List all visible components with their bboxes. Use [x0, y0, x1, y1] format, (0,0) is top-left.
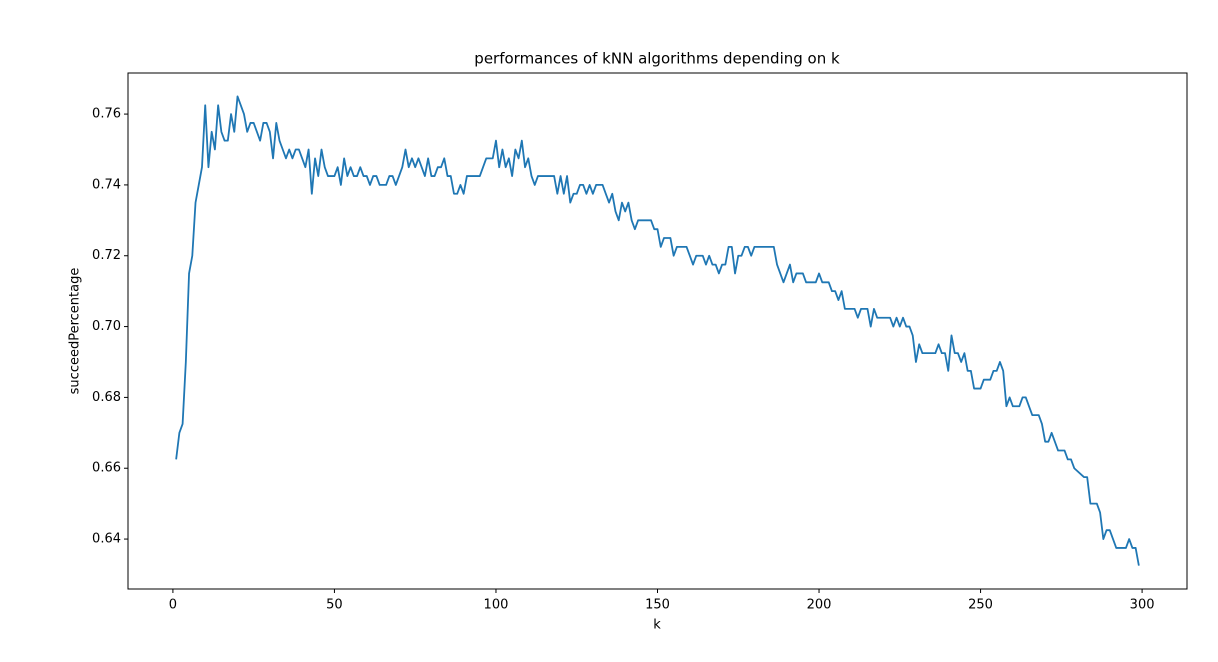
y-tick-label: 0.70 — [92, 319, 121, 334]
y-tick-label: 0.68 — [92, 390, 121, 405]
x-tick-label: 50 — [326, 598, 343, 613]
x-tick-label: 0 — [169, 598, 177, 613]
y-axis-label: succeedPercentage — [68, 268, 83, 395]
x-tick-label: 100 — [484, 598, 509, 613]
x-axis-label: k — [653, 618, 661, 633]
x-tick-label: 150 — [645, 598, 670, 613]
x-tick-label: 300 — [1130, 598, 1155, 613]
x-tick-label: 200 — [807, 598, 832, 613]
y-tick-label: 0.72 — [92, 248, 121, 263]
data-line — [175, 95, 1140, 566]
y-tick-label: 0.64 — [92, 532, 121, 547]
y-tick-label: 0.66 — [92, 461, 121, 476]
plot-frame — [127, 72, 1188, 590]
y-tick-label: 0.76 — [92, 107, 121, 122]
y-tick-label: 0.74 — [92, 177, 121, 192]
x-tick-label: 250 — [968, 598, 993, 613]
chart-title: performances of kNN algorithms depending… — [474, 50, 840, 68]
